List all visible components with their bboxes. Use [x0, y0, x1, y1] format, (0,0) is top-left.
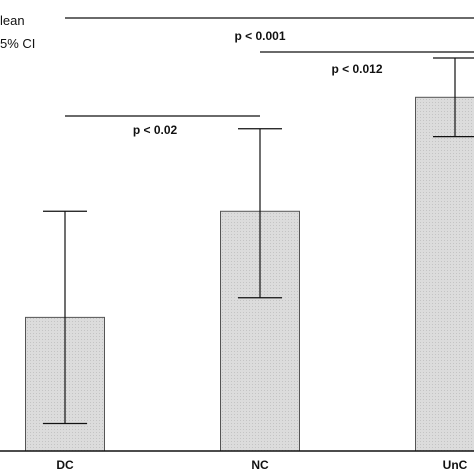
x-tick-label-dc: DC — [56, 458, 74, 472]
p-value-label: p < 0.02 — [133, 123, 178, 137]
x-tick-labels-group: DC NC UnC — [56, 458, 467, 472]
error-bar-nc — [238, 128, 282, 299]
error-bar-dc — [43, 210, 87, 425]
error-bars-group — [43, 57, 474, 425]
p-value-label: p < 0.001 — [234, 29, 285, 43]
bars-group — [25, 96, 474, 452]
significance-bracket-dc-nc: p < 0.02 — [65, 115, 260, 137]
error-bar-unc — [433, 57, 474, 138]
bar-unc — [415, 96, 474, 452]
significance-bracket-dc-unc: p < 0.001 — [65, 17, 474, 43]
p-value-label: p < 0.012 — [331, 62, 382, 76]
legend-entry-mean: lean — [0, 13, 25, 28]
x-tick-label-nc: NC — [251, 458, 269, 472]
x-tick-label-unc: UnC — [443, 458, 468, 472]
significance-bracket-nc-unc: p < 0.012 — [260, 51, 474, 76]
legend-entry-ci: 5% CI — [0, 36, 35, 51]
significance-brackets-group: p < 0.001 p < 0.012 p < 0.02 — [65, 17, 474, 137]
